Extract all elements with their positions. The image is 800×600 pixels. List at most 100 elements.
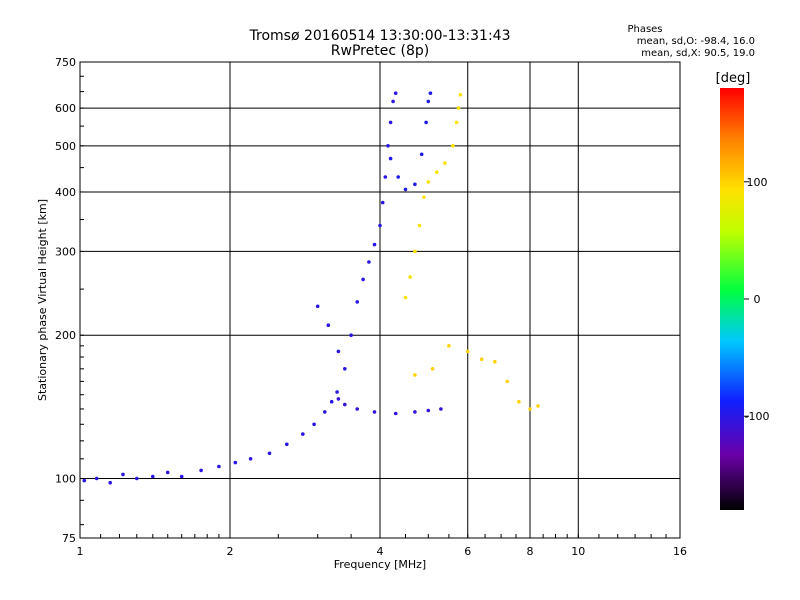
echo-point <box>417 223 422 228</box>
echo-point <box>465 349 470 354</box>
echo-point <box>380 200 385 205</box>
echo-point <box>386 144 390 148</box>
x-axis-ticks: 1 2 4 6 8 10 16 <box>77 534 687 558</box>
chart-subtitle: RwPretec (8p) <box>331 43 429 59</box>
echo-point <box>233 460 238 465</box>
echo-point <box>388 156 393 161</box>
y-tick-label: 400 <box>55 186 76 199</box>
echo-point <box>430 367 435 371</box>
echo-point <box>505 379 510 384</box>
echo-point <box>396 175 401 179</box>
echo-point <box>391 99 395 104</box>
echo-point <box>355 407 360 411</box>
x-tick-label: 4 <box>377 545 384 558</box>
echo-point <box>536 404 540 408</box>
echo-point <box>267 451 272 456</box>
echo-point <box>326 323 331 328</box>
echo-point <box>135 476 139 481</box>
echo-point <box>456 106 461 110</box>
echo-point <box>493 359 497 364</box>
colorbar <box>720 88 744 510</box>
echo-point <box>108 480 112 485</box>
x-tick-label: 8 <box>527 545 534 558</box>
echo-point <box>451 144 455 148</box>
colorbar-tick-label: -100 <box>745 410 770 423</box>
y-axis-label: Stationary phase Virtual Height [km] <box>36 199 49 401</box>
colorbar-tick-label: 0 <box>754 293 761 306</box>
y-tick-label: 750 <box>55 56 76 69</box>
echo-point <box>94 476 99 481</box>
echo-point <box>285 442 289 447</box>
echo-point <box>388 120 393 125</box>
echo-point <box>393 411 398 416</box>
echo-point <box>323 410 327 414</box>
chart-title: Tromsø 20160514 13:30:00-13:31:43 <box>249 28 511 44</box>
echo-point <box>413 373 417 377</box>
x-tick-label: 6 <box>464 545 471 558</box>
echo-point <box>447 344 451 348</box>
y-tick-label: 75 <box>62 532 76 545</box>
echo-point <box>355 300 360 304</box>
echo-point <box>403 187 408 192</box>
x-tick-label: 16 <box>673 545 687 558</box>
echo-point <box>361 277 365 282</box>
x-axis-label: Frequency [MHz] <box>334 558 426 571</box>
echo-point <box>367 260 371 264</box>
echo-point <box>424 120 428 125</box>
echo-point <box>248 457 253 461</box>
echo-point <box>151 474 155 479</box>
echo-point <box>479 357 484 362</box>
colorbar-tick-label: 100 <box>747 176 768 189</box>
echo-point <box>408 275 413 279</box>
echo-point <box>435 170 439 174</box>
echo-point <box>217 464 221 469</box>
echo-point <box>336 397 341 401</box>
echo-point <box>378 223 382 228</box>
x-tick-label: 10 <box>571 545 585 558</box>
y-tick-label: 200 <box>55 329 76 342</box>
y-axis-ticks: 75 100 200 300 400 500 600 750 <box>55 56 84 545</box>
echo-point <box>413 410 417 414</box>
echo-point <box>312 422 316 427</box>
phases-title: Phases <box>627 24 662 35</box>
echo-point <box>517 399 521 404</box>
y-tick-label: 100 <box>55 473 76 486</box>
echo-point <box>372 410 377 414</box>
echo-point <box>458 93 463 97</box>
echo-point <box>121 472 125 477</box>
echo-point <box>428 91 433 95</box>
phases-mean-x: mean, sd,X: 90.5, 19.0 <box>641 48 755 59</box>
echo-point <box>165 470 170 475</box>
echo-point <box>343 367 347 371</box>
y-tick-label: 600 <box>55 102 76 115</box>
echo-point <box>372 242 377 247</box>
echo-point <box>413 249 417 254</box>
y-tick-label: 500 <box>55 140 76 153</box>
echo-point <box>336 349 341 354</box>
y-tick-label: 300 <box>55 245 76 258</box>
echo-point <box>426 180 431 184</box>
echo-point <box>528 407 532 411</box>
echo-point <box>329 399 334 404</box>
echo-point <box>426 99 431 104</box>
colorbar-label: [deg] <box>716 71 751 86</box>
echo-point <box>403 295 408 300</box>
echo-point <box>315 304 320 309</box>
echo-point <box>419 152 424 157</box>
echo-point <box>343 402 347 407</box>
data-points <box>82 91 540 485</box>
x-tick-label: 2 <box>227 545 234 558</box>
echo-point <box>426 408 431 413</box>
echo-point <box>82 478 87 483</box>
echo-point <box>383 175 388 179</box>
echo-point <box>199 468 203 473</box>
echo-point <box>439 407 443 411</box>
phases-mean-o: mean, sd,O: -98.4, 16.0 <box>637 36 755 47</box>
echo-point <box>179 474 184 479</box>
grid-lines <box>80 62 680 538</box>
echo-point <box>454 120 459 125</box>
x-tick-label: 1 <box>77 545 84 558</box>
echo-point <box>422 195 426 199</box>
echo-point <box>393 91 398 95</box>
